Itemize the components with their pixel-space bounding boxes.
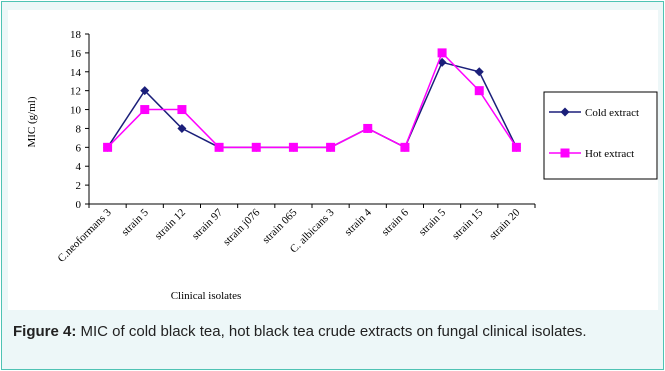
hot-extract-point [140,105,150,115]
hot-extract-line [107,51,518,149]
hot-extract-point [326,142,336,152]
legend-label-hot-extract: Hot extract [585,148,634,160]
legend-box [543,91,658,180]
y-tick-label: 2 [76,180,82,192]
hot-extract-point [251,142,261,152]
cold-extract-point [474,67,484,77]
hot-extract-point [363,123,373,133]
hot-extract-point [288,142,298,152]
y-tick-label: 10 [70,105,82,117]
y-tick-label: 16 [70,48,82,60]
hot-extract-point [177,105,187,115]
y-tick-label: 8 [76,123,82,135]
y-tick-label: 18 [70,29,82,41]
y-tick-label: 0 [76,199,82,211]
figure-caption: Figure 4: MIC of cold black tea, hot bla… [13,322,653,341]
caption-text: MIC of cold black tea, hot black tea cru… [76,323,587,340]
y-tick-label: 12 [70,86,81,98]
cold-extract-point [177,123,187,133]
caption-label: Figure 4: [13,323,77,340]
y-tick-label: 14 [70,67,82,79]
legend-label-cold-extract: Cold extract [585,107,639,119]
y-tick-label: 6 [76,142,82,154]
hot-extract-point [474,86,484,96]
x-axis-label: Clinical isolates [171,290,242,302]
y-tick-label: 4 [76,161,82,173]
cold-extract-point [140,86,150,96]
hot-extract-point [437,48,447,58]
y-axis-label: MIC (g/ml) [26,96,38,147]
hot-extract-point [103,142,113,152]
legend-marker-cold-extract [560,107,570,117]
hot-extract-point [511,142,521,152]
hot-extract-point [214,142,224,152]
hot-extract-point [400,142,410,152]
legend-marker-hot-extract [560,148,570,158]
